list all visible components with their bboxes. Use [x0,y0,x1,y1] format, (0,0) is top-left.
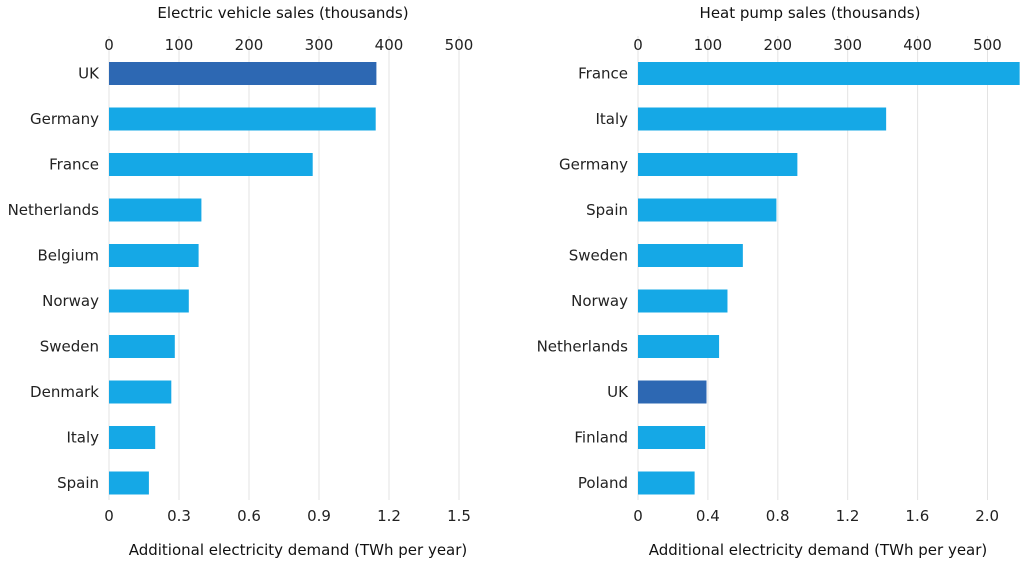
bar-uk [109,62,377,85]
top-tick-label: 400 [375,36,404,54]
bottom-tick-label: 1.5 [447,507,471,525]
bottom-tick-label: 0.6 [237,507,261,525]
bar-spain [109,471,149,495]
category-label: Sweden [40,338,99,356]
bar-italy [638,107,887,131]
category-label: UK [607,383,629,401]
bar-sweden [109,335,175,358]
bar-netherlands [638,335,720,358]
top-tick-label: 200 [763,36,792,54]
bar-belgium [109,244,199,267]
category-label: France [49,156,99,174]
top-tick-label: 500 [973,36,1002,54]
chart-title: Electric vehicle sales (thousands) [157,4,408,22]
bar-germany [109,107,376,131]
top-tick-label: 500 [445,36,474,54]
category-label: Germany [559,156,628,174]
top-tick-label: 400 [903,36,932,54]
top-tick-label: 0 [104,36,114,54]
bottom-tick-label: 0.9 [307,507,331,525]
category-label: Denmark [30,383,99,401]
bottom-tick-label: 1.2 [377,507,401,525]
bar-norway [638,289,728,313]
bottom-tick-label: 1.6 [905,507,929,525]
bottom-tick-label: 0 [633,507,643,525]
top-tick-label: 100 [165,36,194,54]
bottom-tick-label: 0 [104,507,114,525]
bottom-tick-label: 0.4 [696,507,720,525]
category-label: Finland [574,429,628,447]
bar-poland [638,471,695,495]
heat-pump-sales-panel: Heat pump sales (thousands) 0 100 200 300 400… [537,4,1020,559]
bar-spain [638,198,777,222]
ev-sales-panel: Electric vehicle sales (thousands) 0 100 20… [8,4,474,559]
bottom-tick-label: 1.2 [836,507,860,525]
category-label: Netherlands [8,201,100,219]
category-label: Poland [578,474,628,492]
x-axis-label: Additional electricity demand (TWh per y… [129,541,468,559]
bar-sweden [638,244,743,267]
bar-finland [638,426,706,449]
top-tick-label: 300 [833,36,862,54]
bottom-tick-label: 2.0 [975,507,999,525]
bar-italy [109,426,156,449]
bar-netherlands [109,198,202,222]
category-label: Norway [571,292,628,310]
category-label: Netherlands [537,338,629,356]
bar-norway [109,289,189,313]
x-axis-label: Additional electricity demand (TWh per y… [649,541,988,559]
category-label: Spain [57,474,99,492]
top-tick-label: 300 [305,36,334,54]
category-label: UK [78,65,100,83]
category-label: Italy [595,110,628,128]
bottom-tick-label: 0.8 [766,507,790,525]
category-label: Sweden [569,247,628,265]
top-tick-label: 100 [694,36,723,54]
category-label: France [578,65,628,83]
category-label: Spain [586,201,628,219]
bar-uk [638,380,707,404]
bar-germany [638,153,798,176]
bar-france [109,153,313,176]
category-label: Norway [42,292,99,310]
category-label: Italy [66,429,99,447]
chart-title: Heat pump sales (thousands) [700,4,921,22]
bottom-tick-label: 0.3 [167,507,191,525]
top-tick-label: 200 [235,36,264,54]
category-label: Belgium [38,247,100,265]
category-label: Germany [30,110,99,128]
bar-france [638,62,1020,85]
top-tick-label: 0 [633,36,643,54]
bar-denmark [109,380,172,404]
